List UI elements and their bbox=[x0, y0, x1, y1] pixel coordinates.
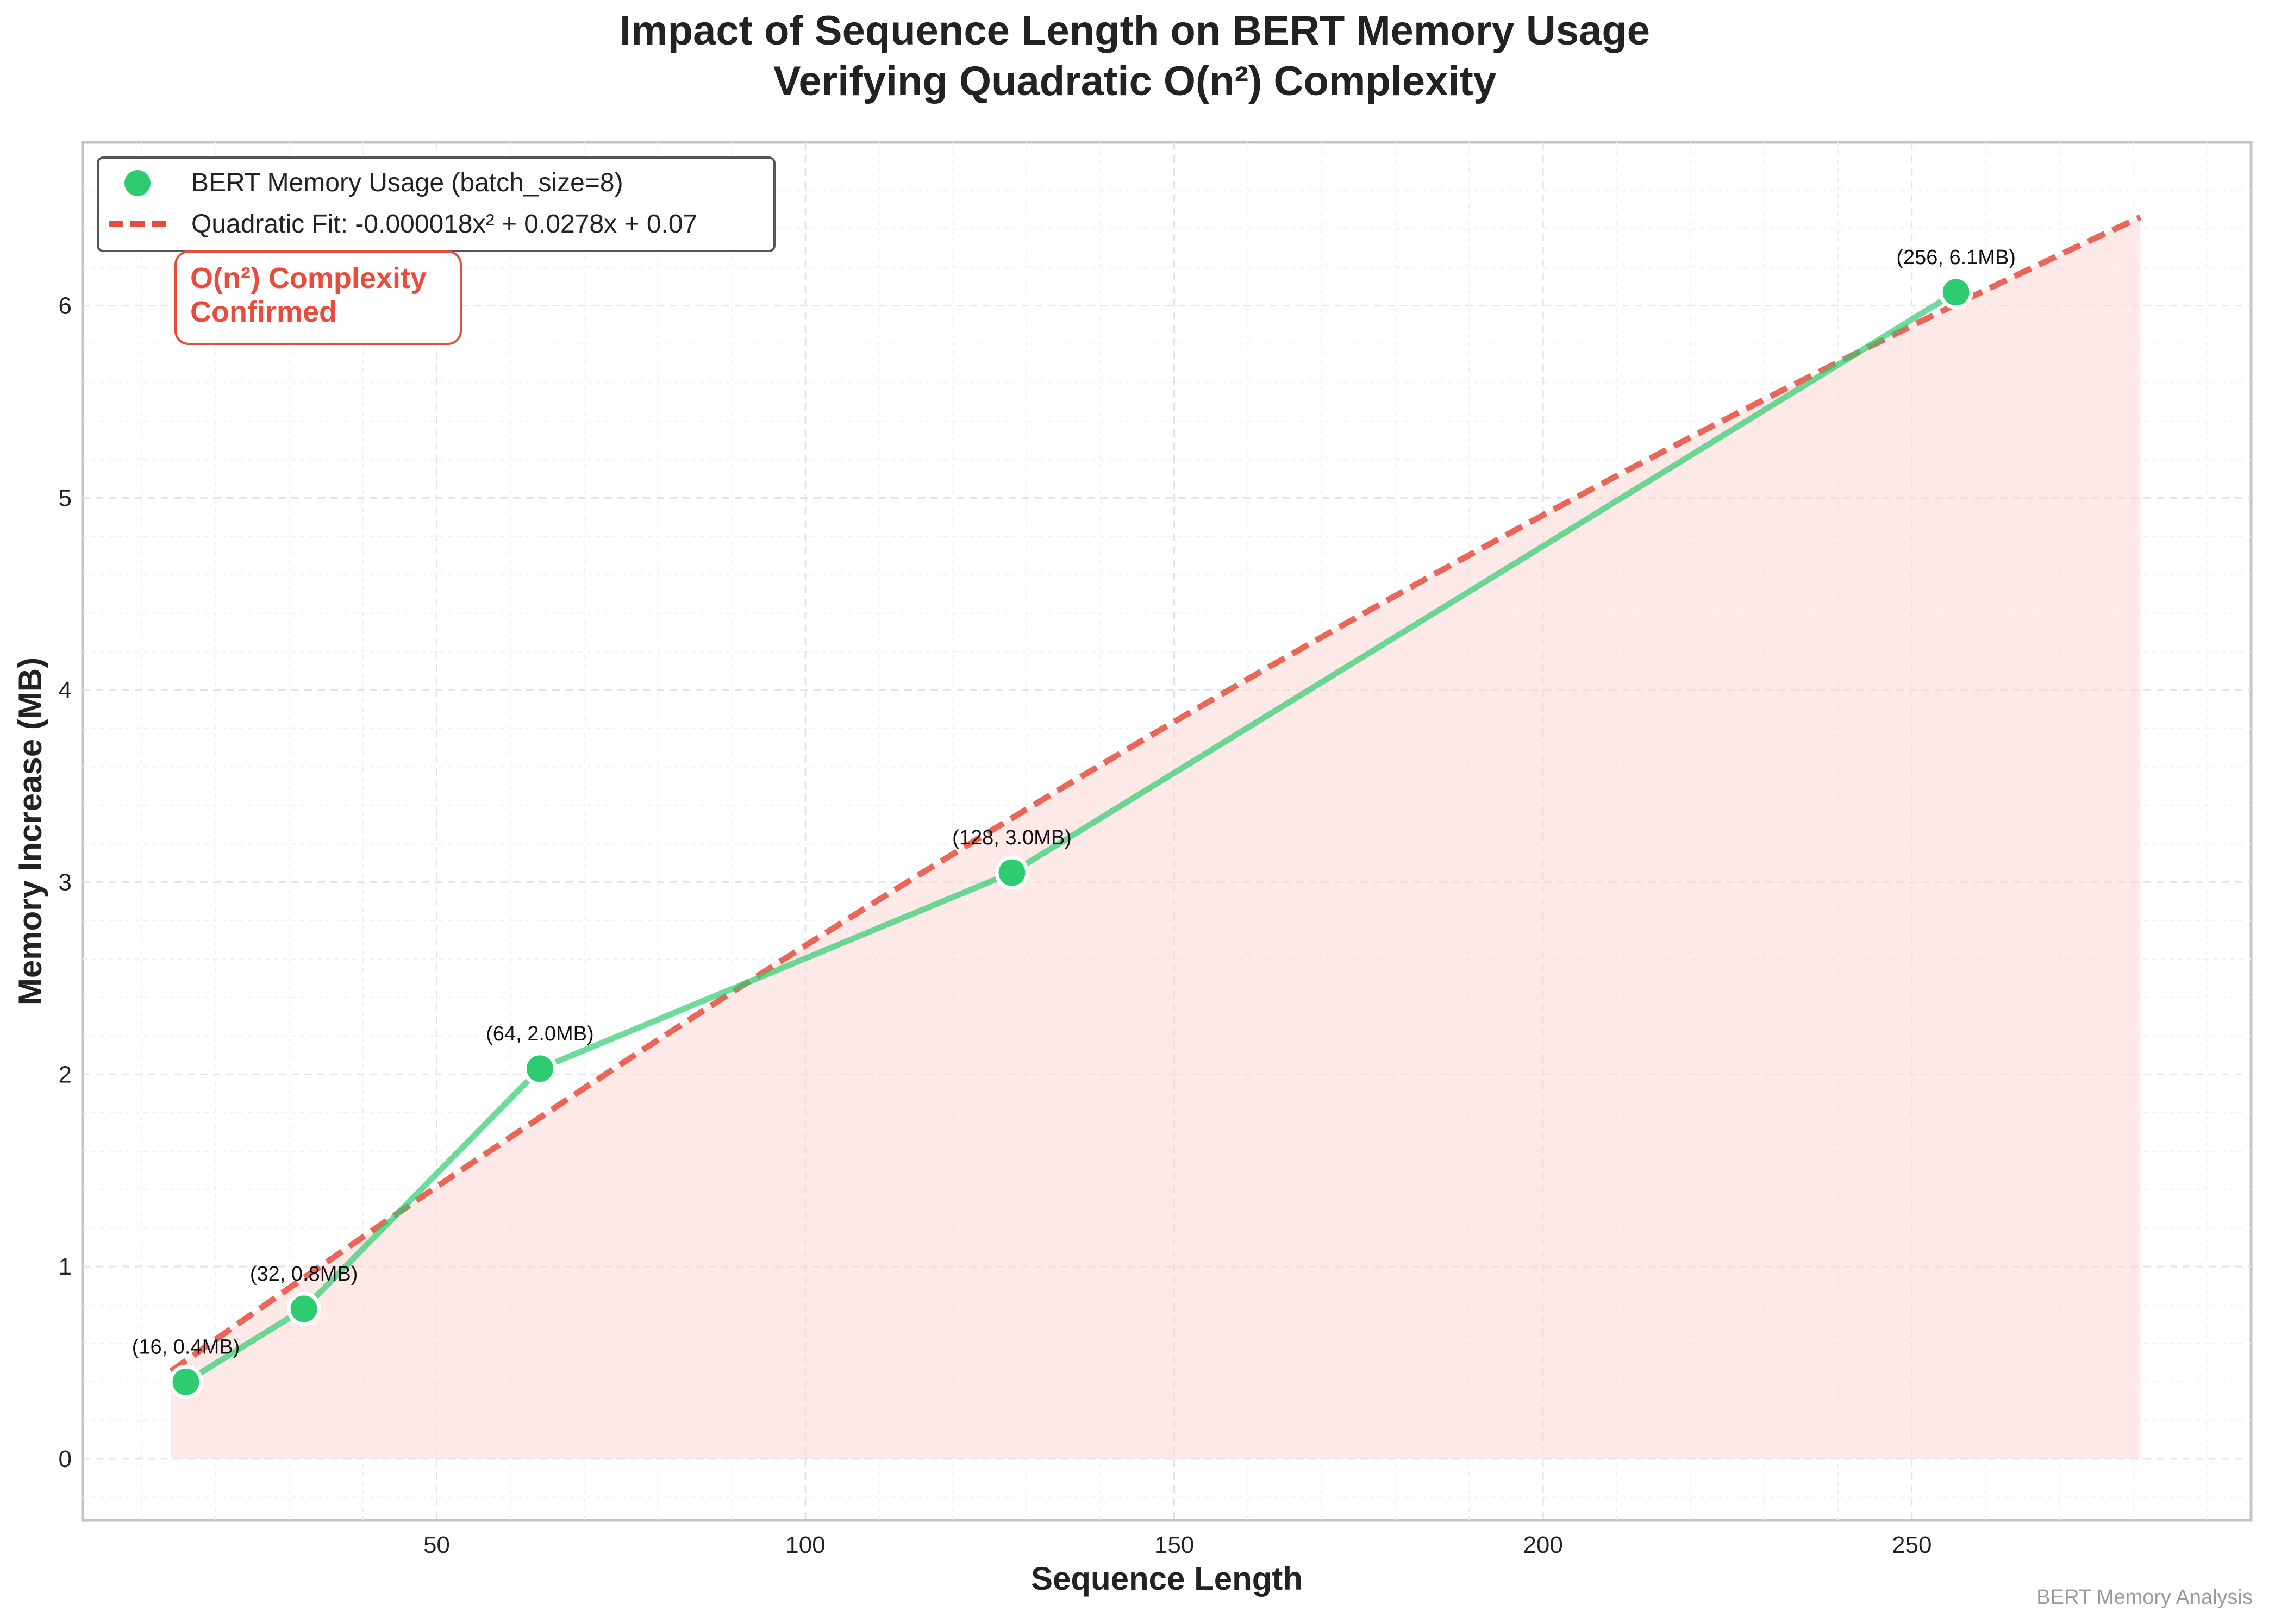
x-axis-label: Sequence Length bbox=[1031, 1560, 1303, 1597]
x-axis-ticks: 50 100 150 200 250 bbox=[423, 1532, 1932, 1558]
y-tick-label: 6 bbox=[59, 293, 72, 319]
memory-point bbox=[995, 855, 1029, 890]
annotation-line-1: O(n²) Complexity bbox=[190, 262, 427, 294]
memory-point bbox=[522, 1051, 557, 1086]
memory-point-label: (256, 6.1MB) bbox=[1896, 246, 2016, 269]
y-tick-label: 4 bbox=[59, 677, 72, 704]
y-tick-label: 0 bbox=[59, 1446, 72, 1472]
area-fill bbox=[171, 217, 2141, 1459]
memory-point bbox=[168, 1364, 203, 1399]
y-tick-label: 2 bbox=[59, 1061, 72, 1088]
quadratic-fit-layer bbox=[169, 214, 2142, 1374]
legend-label-fit: Quadratic Fit: -0.000018x² + 0.0278x + 0… bbox=[191, 210, 697, 239]
chart-subtitle: Verifying Quadratic O(n²) Complexity bbox=[773, 58, 1496, 104]
y-tick-label: 5 bbox=[59, 485, 72, 511]
x-tick-label: 100 bbox=[785, 1532, 825, 1558]
legend-label-memory: BERT Memory Usage (batch_size=8) bbox=[191, 168, 623, 197]
memory-points-layer bbox=[168, 275, 1973, 1399]
annotation-box bbox=[174, 250, 462, 345]
plot-area: (16, 0.4MB) (32, 0.8MB) (64, 2.0MB) (128, 3… bbox=[81, 141, 2253, 1522]
memory-point-label: (64, 2.0MB) bbox=[486, 1023, 594, 1045]
y-axis-ticks: 0 1 2 3 4 5 6 bbox=[59, 293, 72, 1472]
point-labels-layer: (16, 0.4MB) (32, 0.8MB) (64, 2.0MB) (128, 3… bbox=[132, 246, 2016, 1358]
memory-point bbox=[1939, 275, 1973, 310]
y-tick-label: 3 bbox=[59, 869, 72, 896]
memory-point bbox=[286, 1291, 321, 1326]
complexity-annotation: O(n²) Complexity Confirmed bbox=[174, 250, 462, 345]
memory-point-label: (128, 3.0MB) bbox=[952, 826, 1072, 849]
chart-title: Impact of Sequence Length on BERT Memory… bbox=[620, 8, 1650, 54]
area-under-fit bbox=[171, 217, 2141, 1459]
quadratic-fit-line bbox=[169, 214, 2142, 1374]
y-tick-label: 1 bbox=[59, 1253, 72, 1280]
x-tick-label: 200 bbox=[1523, 1532, 1562, 1558]
annotation-line-2: Confirmed bbox=[190, 296, 337, 328]
legend-marker-memory bbox=[124, 170, 151, 196]
x-tick-label: 150 bbox=[1154, 1532, 1194, 1558]
y-axis-label: Memory Increase (MB) bbox=[12, 657, 48, 1005]
memory-point-label: (32, 0.8MB) bbox=[250, 1263, 358, 1286]
legend: BERT Memory Usage (batch_size=8) Quadrat… bbox=[97, 156, 776, 252]
watermark-text: BERT Memory Analysis bbox=[2036, 1586, 2253, 1609]
memory-point-label: (16, 0.4MB) bbox=[132, 1335, 240, 1358]
x-tick-label: 50 bbox=[423, 1532, 450, 1558]
x-tick-label: 250 bbox=[1892, 1532, 1932, 1558]
